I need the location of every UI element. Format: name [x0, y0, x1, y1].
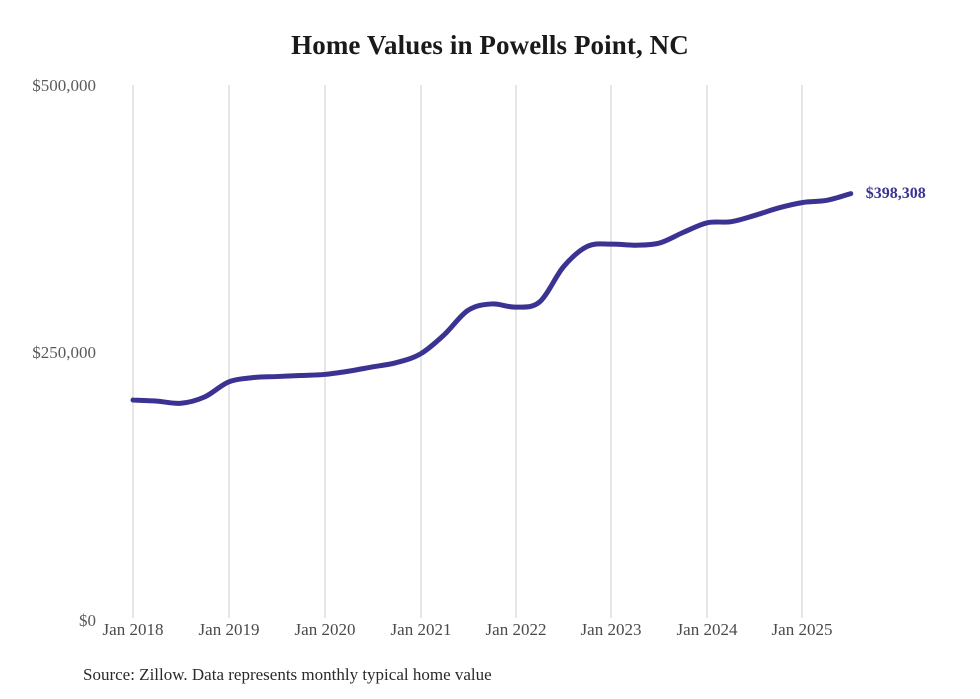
x-tick-label-jan-2019: Jan 2019: [198, 620, 260, 639]
end-value-annotation: $398,308: [865, 184, 926, 202]
x-tick-label-jan-2020: Jan 2020: [294, 620, 356, 639]
chart-title: Home Values in Powells Point, NC: [291, 30, 689, 60]
y-tick-label-500k: $500,000: [32, 76, 96, 95]
x-tick-label-jan-2018: Jan 2018: [102, 620, 164, 639]
x-tick-label-jan-2024: Jan 2024: [676, 620, 738, 639]
source-note: Source: Zillow. Data represents monthly …: [83, 665, 492, 684]
y-tick-label-250k: $250,000: [32, 343, 96, 362]
x-tick-label-jan-2023: Jan 2023: [580, 620, 642, 639]
x-tick-label-jan-2021: Jan 2021: [390, 620, 452, 639]
vertical-gridlines: [132, 85, 803, 618]
x-tick-label-jan-2025: Jan 2025: [771, 620, 833, 639]
y-tick-label-0: $0: [79, 611, 96, 630]
x-tick-label-jan-2022: Jan 2022: [485, 620, 547, 639]
home-value-line: [130, 191, 854, 406]
